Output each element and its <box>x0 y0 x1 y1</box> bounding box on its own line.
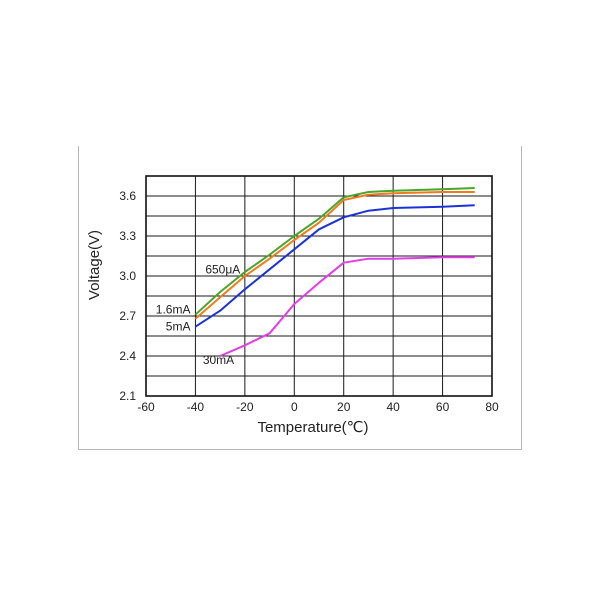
series-line-3 <box>219 256 475 357</box>
plot-area-border <box>145 175 493 397</box>
series-label: 1.6mA <box>156 302 191 316</box>
series-label: 30mA <box>203 353 234 367</box>
x-tick-label: -20 <box>236 400 254 414</box>
frame-right-border <box>521 146 522 450</box>
x-tick-label: -40 <box>187 400 205 414</box>
series-label: 650μA <box>205 262 240 276</box>
y-tick-labels: 2.1 2.4 2.7 3.0 3.3 3.6 <box>119 189 136 403</box>
series-line-0 <box>194 187 475 316</box>
x-axis-title: Temperature(℃) <box>257 419 368 436</box>
y-tick-label: 2.1 <box>119 389 136 403</box>
series-lines <box>194 187 475 357</box>
frame-left-border <box>78 146 79 450</box>
series-label: 5mA <box>166 320 191 334</box>
x-tick-label: 80 <box>485 400 499 414</box>
y-tick-label: 3.0 <box>119 269 136 283</box>
y-axis-title: Voltage(V) <box>86 230 103 300</box>
y-tick-label: 3.3 <box>119 229 136 243</box>
y-tick-label: 3.6 <box>119 189 136 203</box>
y-tick-label: 2.7 <box>119 309 136 323</box>
series-line-2 <box>194 204 475 328</box>
series-labels: 650μA 1.6mA 5mA 30mA <box>156 262 240 367</box>
frame-bottom-border <box>78 449 522 450</box>
series-line-1 <box>194 191 475 320</box>
x-tick-label: 40 <box>386 400 400 414</box>
x-tick-label: 0 <box>291 400 298 414</box>
x-tick-labels: -60 -40 -20 0 20 40 60 80 <box>137 400 499 414</box>
y-tick-label: 2.4 <box>119 349 136 363</box>
x-tick-label: 60 <box>436 400 450 414</box>
x-tick-label: -60 <box>137 400 155 414</box>
grid-lines <box>146 176 492 396</box>
x-tick-label: 20 <box>337 400 351 414</box>
